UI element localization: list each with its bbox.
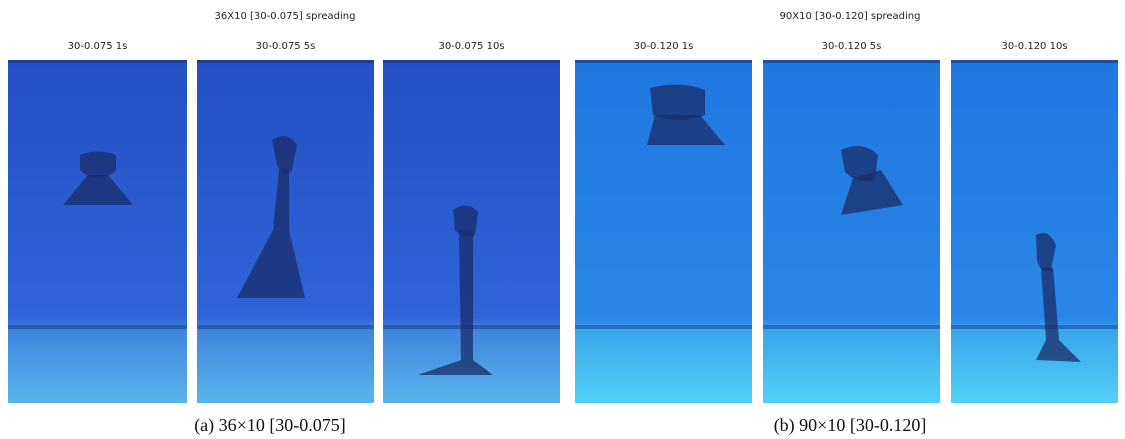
panel-label: 30-0.075 10s [438, 41, 504, 52]
panel-label: 30-0.120 10s [1001, 41, 1067, 52]
panel-label: 30-0.075 5s [256, 41, 316, 52]
group-title: 36X10 [30-0.075] spreading [215, 11, 356, 22]
net [80, 152, 116, 179]
group-title: 90X10 [30-0.120] spreading [780, 11, 921, 22]
top-edge [197, 60, 374, 63]
photo [8, 60, 187, 403]
caption: (b) 90×10 [30-0.120] [774, 415, 927, 436]
photo [951, 60, 1118, 403]
panel-label: 30-0.075 1s [68, 41, 128, 52]
top-edge [383, 60, 560, 63]
top-edge [575, 60, 752, 63]
top-edge [763, 60, 940, 63]
panel-label: 30-0.120 1s [634, 41, 694, 52]
panel-label: 30-0.120 5s [822, 41, 882, 52]
top-edge [8, 60, 187, 63]
photo [763, 60, 940, 403]
net [650, 84, 705, 120]
top-edge [951, 60, 1118, 63]
figure: 36X10 [30-0.075] spreading (a) 36×10 [30-… [0, 0, 1125, 439]
caption: (a) 36×10 [30-0.075] [194, 415, 346, 436]
